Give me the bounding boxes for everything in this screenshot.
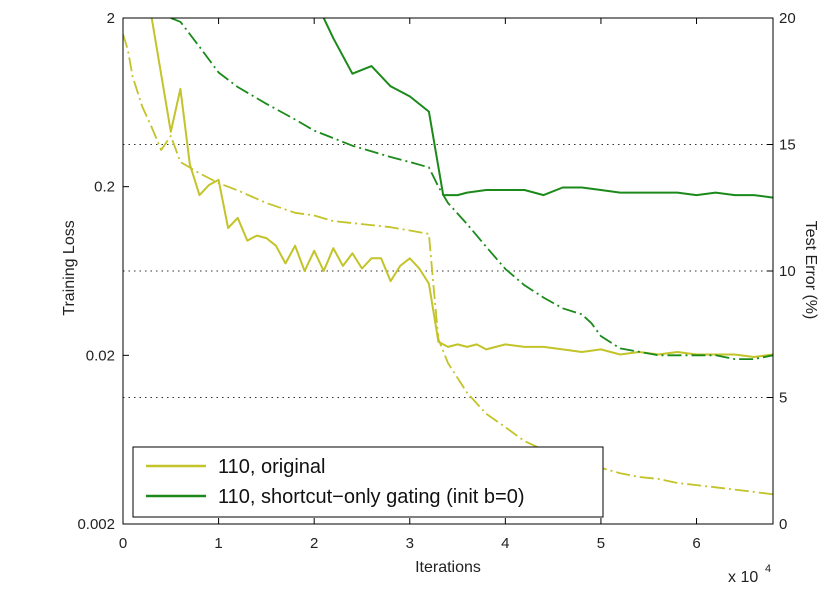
x-tick-label: 4	[501, 535, 509, 552]
y-right-axis-label: Test Error (%)	[802, 221, 819, 320]
series-line-3-training-loss	[170, 18, 773, 361]
legend: 110, original 110, shortcut−only gating …	[132, 446, 604, 518]
series-line-2-test-error	[322, 18, 773, 199]
x-tick-label: 2	[310, 535, 318, 552]
y-left-axis-label: Training Loss	[61, 220, 78, 315]
x-axis-label: Iterations	[415, 559, 481, 576]
x-tick-label: 1	[214, 535, 222, 552]
y-right-tick-label: 0	[779, 516, 787, 533]
y-right-tick-label: 15	[779, 137, 796, 154]
y-left-tick-label: 0.002	[77, 516, 115, 533]
y-left-tick-label: 0.2	[94, 179, 115, 196]
y-right-tick-label: 20	[779, 10, 796, 27]
x-tick-label: 0	[119, 535, 127, 552]
x-multiplier-exponent: 4	[765, 563, 771, 575]
legend-box	[132, 446, 604, 518]
legend-entry-original: 110, original	[218, 456, 325, 478]
series-line-1-training-loss	[123, 34, 773, 496]
legend-entry-gated: 110, shortcut−only gating (init b=0)	[218, 486, 524, 508]
x-multiplier-label: x 10	[728, 569, 758, 586]
x-tick-label: 6	[692, 535, 700, 552]
axis-ticks: 0 1 2 3 4 5 6 2 0.2 0.02 0.002 20 15 10 5 0	[77, 10, 795, 552]
gridlines	[123, 144, 773, 398]
y-right-tick-label: 5	[779, 390, 787, 407]
series-lines	[123, 18, 773, 496]
x-tick-label: 5	[597, 535, 605, 552]
y-left-tick-label: 0.02	[86, 347, 115, 364]
y-left-tick-label: 2	[107, 10, 115, 27]
y-right-tick-label: 10	[779, 263, 796, 280]
x-tick-label: 3	[406, 535, 414, 552]
series-line-0-test-error	[150, 18, 773, 358]
